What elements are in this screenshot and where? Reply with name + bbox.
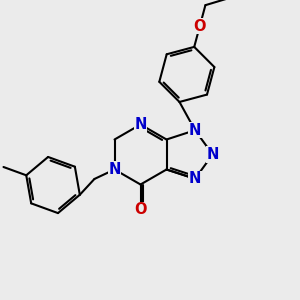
Text: N: N	[206, 147, 219, 162]
Text: N: N	[108, 162, 121, 177]
Text: O: O	[134, 202, 147, 217]
Text: O: O	[194, 19, 206, 34]
Text: N: N	[189, 123, 201, 138]
Text: N: N	[189, 171, 201, 186]
Text: N: N	[134, 117, 147, 132]
